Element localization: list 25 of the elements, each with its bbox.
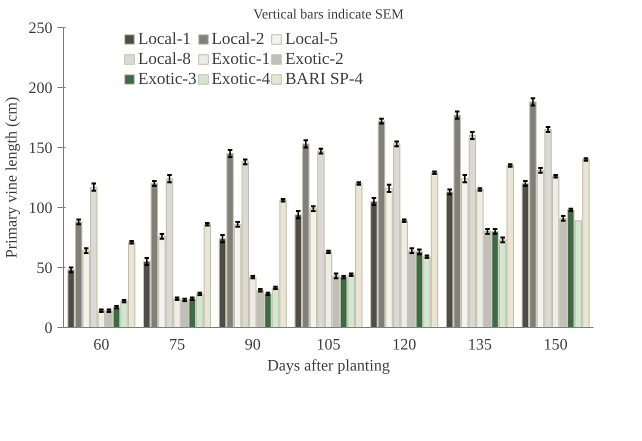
x-tick-label: 120 <box>392 336 416 354</box>
legend-label: Exotic-3 <box>138 69 197 89</box>
text: Vertical bars indicate SEM <box>253 8 404 22</box>
y-tick-label: 200 <box>28 80 52 97</box>
legend-label: Exotic-1 <box>212 49 270 69</box>
legend-label: Exotic-4 <box>212 69 270 89</box>
y-tick-label: 100 <box>28 200 52 217</box>
x-tick-label: 75 <box>169 336 186 354</box>
legend-label: Local-1 <box>138 29 191 49</box>
y-axis-title: Primary vine length (cm) <box>4 96 20 258</box>
legend-label: Local-2 <box>212 29 264 49</box>
legend-label: Exotic-2 <box>285 49 344 69</box>
x-tick-label: 90 <box>244 336 261 354</box>
x-tick-label: 150 <box>544 336 568 354</box>
legend-label: Local-8 <box>138 49 191 69</box>
x-tick-label: 135 <box>468 336 492 354</box>
x-tick-label: 105 <box>316 336 340 354</box>
y-tick-label: 250 <box>28 20 52 37</box>
y-tick-label: 50 <box>36 260 52 277</box>
legend-label: BARI SP-4 <box>285 69 364 89</box>
x-axis-title: Days after planting <box>267 358 390 374</box>
x-tick-label: 60 <box>93 336 110 354</box>
legend-label: Local-5 <box>285 29 338 49</box>
y-tick-label: 150 <box>28 140 52 157</box>
y-tick-label: 0 <box>44 320 52 337</box>
